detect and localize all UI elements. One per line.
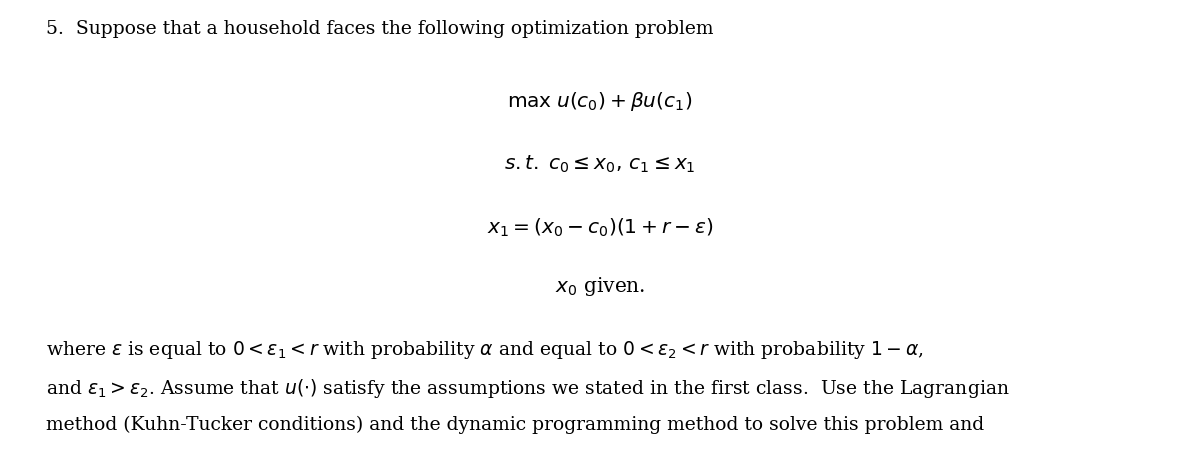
Text: and $\varepsilon_1 > \varepsilon_2$. Assume that $u(\cdot)$ satisfy the assumpti: and $\varepsilon_1 > \varepsilon_2$. Ass…	[46, 377, 1009, 400]
Text: where $\varepsilon$ is equal to $0 < \varepsilon_1 < r$ with probability $\alpha: where $\varepsilon$ is equal to $0 < \va…	[46, 339, 923, 360]
Text: $s.t.\; c_0 \leq x_0,\, c_1 \leq x_1$: $s.t.\; c_0 \leq x_0,\, c_1 \leq x_1$	[504, 154, 696, 175]
Text: $\mathrm{max}\; u(c_0) + \beta u(c_1)$: $\mathrm{max}\; u(c_0) + \beta u(c_1)$	[508, 90, 692, 113]
Text: method (Kuhn-Tucker conditions) and the dynamic programming method to solve this: method (Kuhn-Tucker conditions) and the …	[46, 416, 984, 434]
Text: $x_1 = (x_0 - c_0)(1 + r - \varepsilon)$: $x_1 = (x_0 - c_0)(1 + r - \varepsilon)$	[487, 216, 713, 239]
Text: $x_0$ given.: $x_0$ given.	[554, 275, 646, 298]
Text: 5.  Suppose that a household faces the following optimization problem: 5. Suppose that a household faces the fo…	[46, 20, 713, 38]
